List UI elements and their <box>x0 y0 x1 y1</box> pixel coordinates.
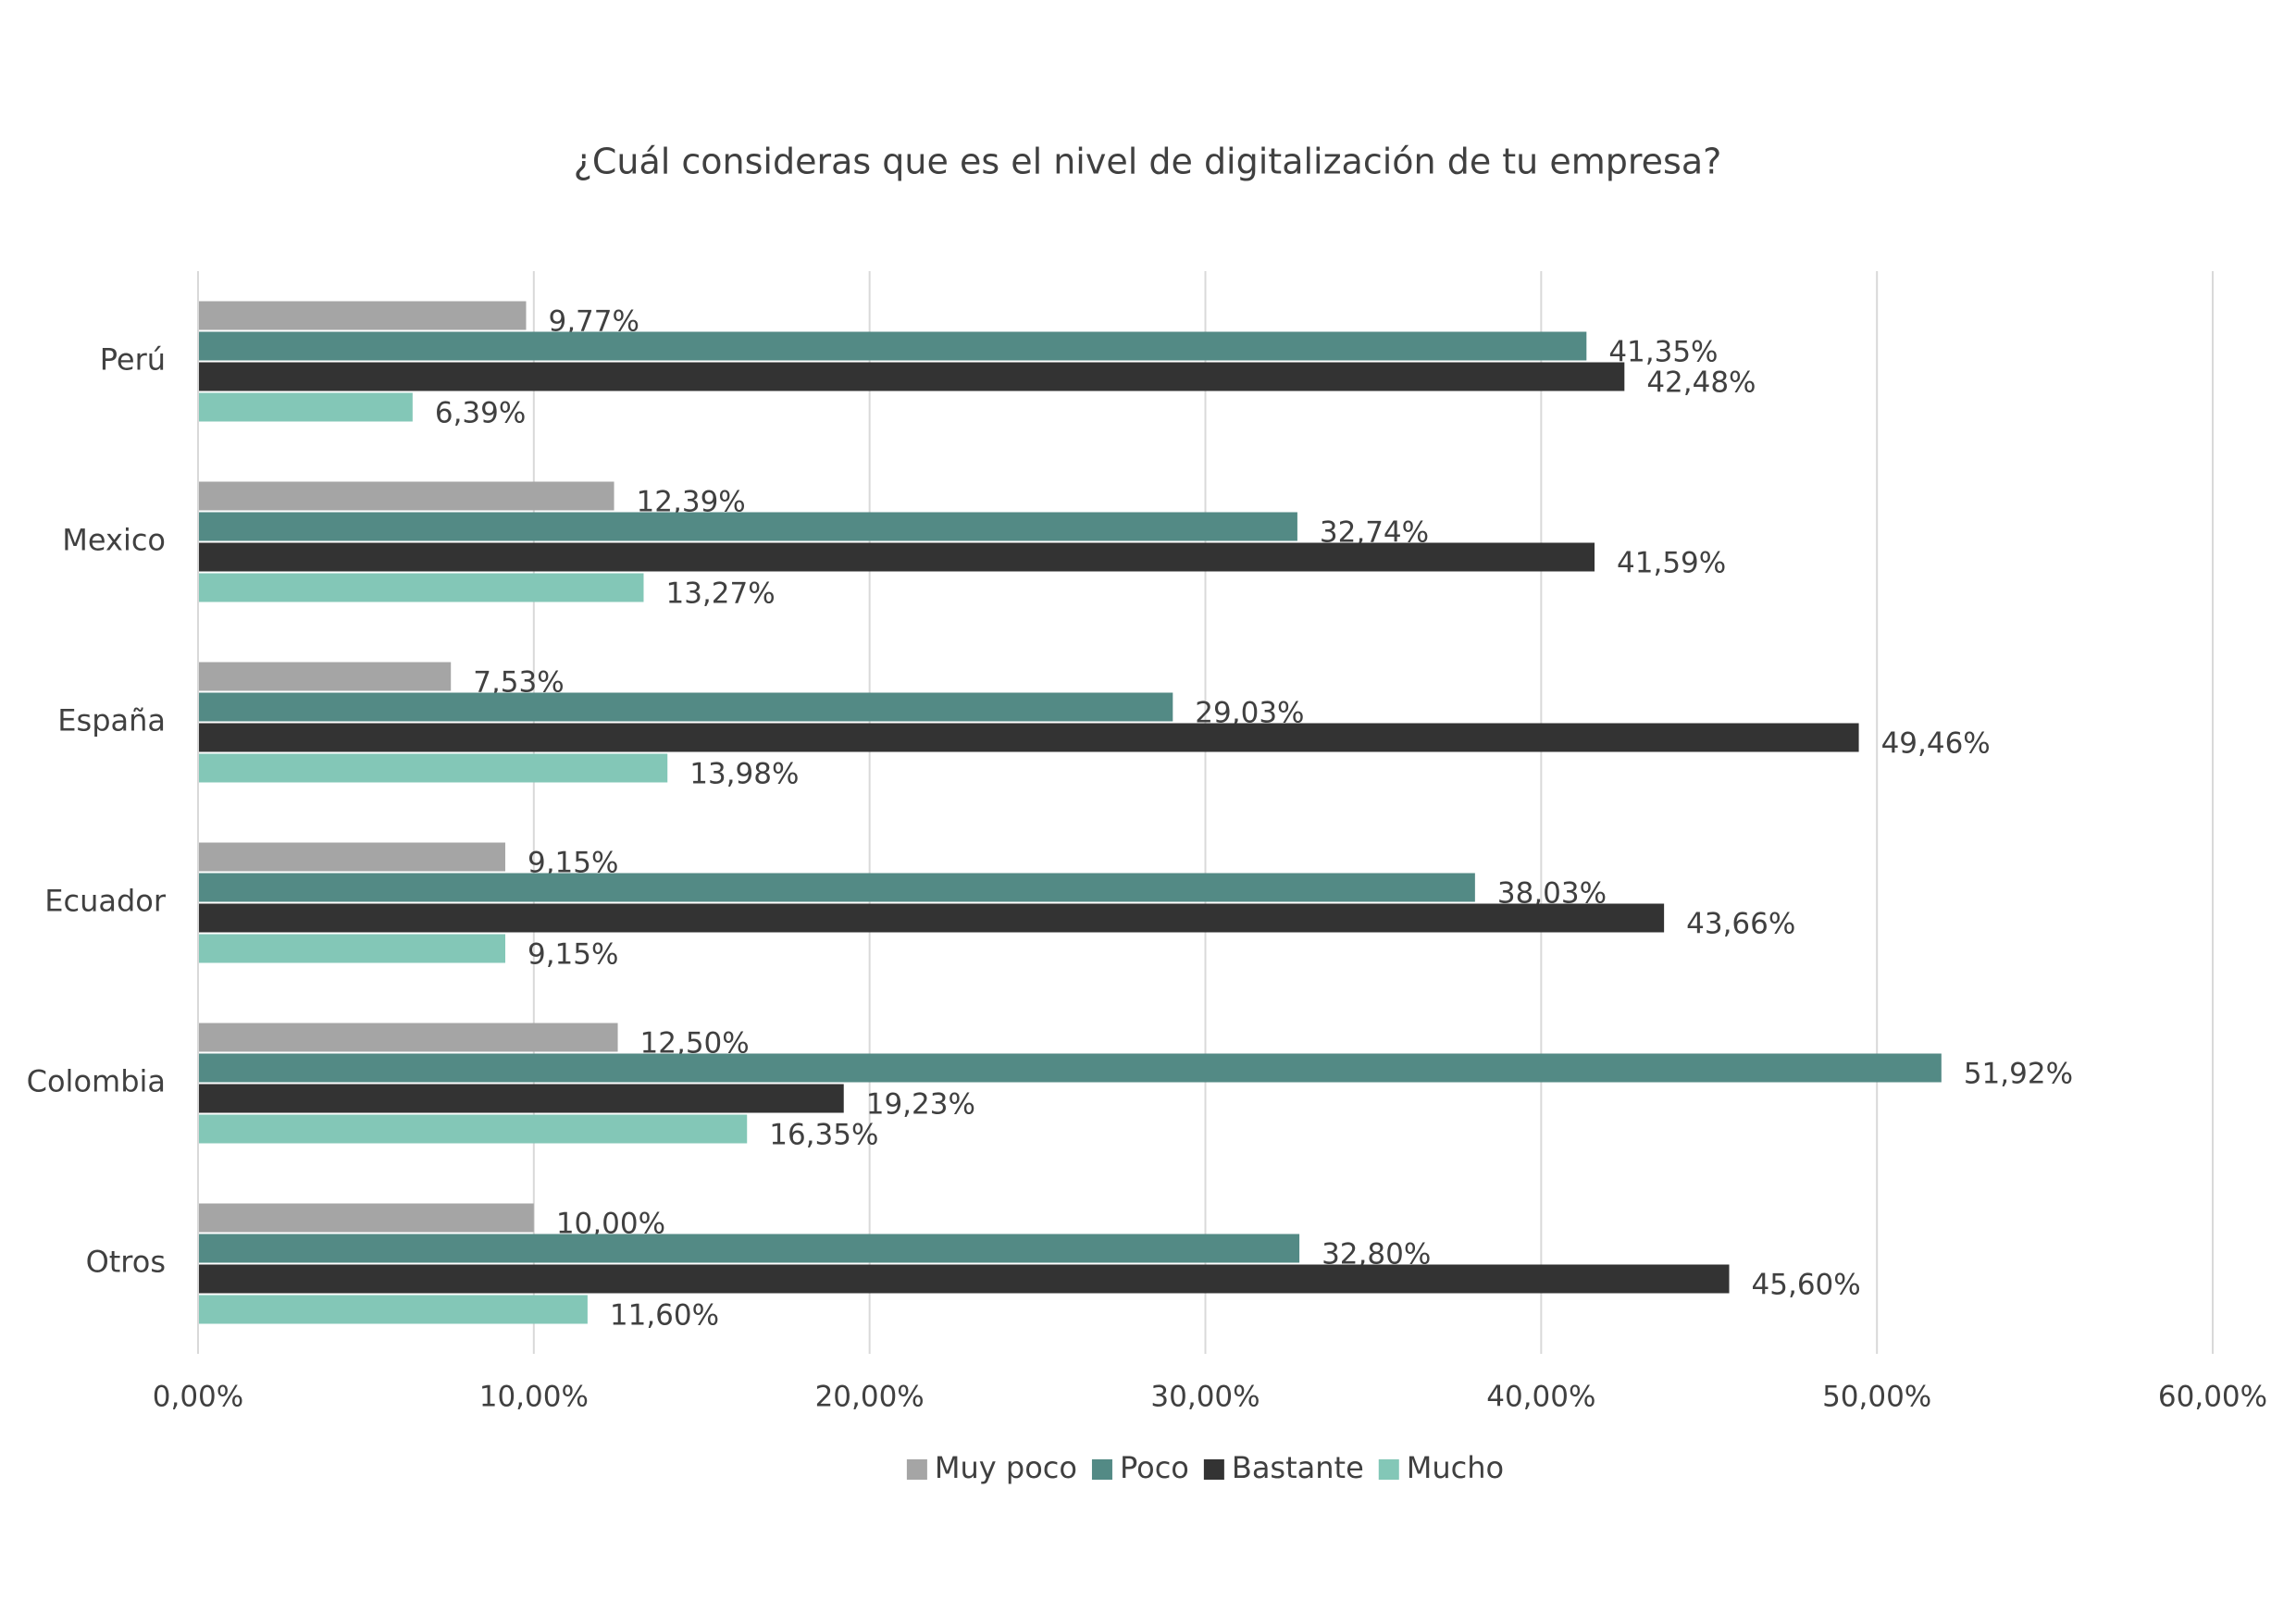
bar <box>198 723 1859 752</box>
data-label: 51,92% <box>1964 1058 2073 1091</box>
data-label: 13,98% <box>689 758 799 791</box>
bar <box>198 873 1475 902</box>
y-tick-label: Mexico <box>62 523 166 558</box>
x-tick-label: 0,00% <box>153 1381 243 1414</box>
bar <box>198 301 527 330</box>
bar <box>198 1114 748 1144</box>
bar <box>198 1053 1942 1083</box>
legend-swatch <box>906 1459 927 1480</box>
data-label: 13,27% <box>665 577 775 611</box>
data-label: 16,35% <box>769 1119 878 1152</box>
bar <box>198 662 452 691</box>
legend-label: Poco <box>1120 1450 1189 1485</box>
legend-label: Bastante <box>1232 1450 1364 1485</box>
bar <box>198 753 668 783</box>
bar <box>198 1234 1300 1263</box>
legend-label: Muy poco <box>935 1450 1077 1485</box>
y-tick-label: Colombia <box>27 1064 166 1099</box>
bar <box>198 692 1173 722</box>
legend-swatch <box>1091 1459 1112 1480</box>
bar <box>198 1264 1730 1294</box>
data-label: 42,48% <box>1646 366 1756 400</box>
x-tick-label: 10,00% <box>479 1381 589 1414</box>
bar <box>198 1295 588 1324</box>
data-label: 19,23% <box>866 1088 975 1122</box>
chart-title: ¿Cuál consideras que es el nivel de digi… <box>574 142 1722 182</box>
x-tick-label: 30,00% <box>1150 1381 1260 1414</box>
bar <box>198 1203 534 1233</box>
legend-swatch <box>1203 1459 1224 1480</box>
legend-swatch <box>1378 1459 1399 1480</box>
bar <box>198 1023 618 1052</box>
bar <box>198 481 614 511</box>
bar <box>198 362 1625 391</box>
x-tick-label: 20,00% <box>815 1381 925 1414</box>
bar <box>198 392 413 422</box>
x-tick-label: 40,00% <box>1486 1381 1595 1414</box>
y-tick-label: Otros <box>86 1245 166 1280</box>
y-tick-label: Ecuador <box>44 884 167 919</box>
bar <box>198 934 505 963</box>
data-label: 6,39% <box>435 397 526 430</box>
legend-label: Mucho <box>1407 1450 1504 1485</box>
bar <box>198 331 1587 361</box>
data-label: 41,35% <box>1608 336 1718 369</box>
bar <box>198 542 1595 572</box>
data-label: 49,46% <box>1881 727 1991 761</box>
x-tick-label: 50,00% <box>1822 1381 1931 1414</box>
bar <box>198 573 644 602</box>
bar <box>198 1084 844 1113</box>
data-label: 9,15% <box>527 938 618 972</box>
x-tick-label: 60,00% <box>2158 1381 2267 1414</box>
y-tick-label: España <box>57 703 166 738</box>
bar <box>198 903 1665 933</box>
data-label: 43,66% <box>1686 908 1795 941</box>
bar <box>198 842 505 872</box>
data-label: 45,60% <box>1752 1269 1861 1302</box>
data-label: 41,59% <box>1617 547 1726 580</box>
data-label: 11,60% <box>610 1299 719 1333</box>
bar <box>198 512 1297 541</box>
y-tick-label: Perú <box>100 342 166 378</box>
